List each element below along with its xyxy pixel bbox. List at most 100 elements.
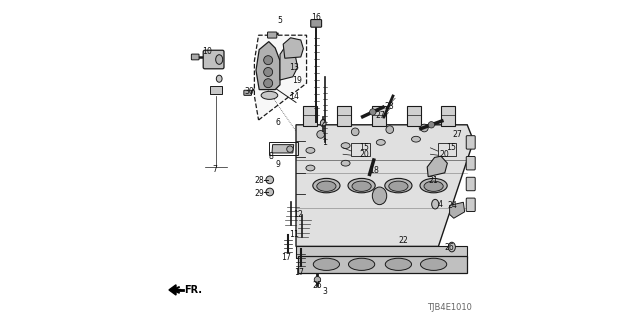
- Text: 4: 4: [438, 200, 442, 209]
- Text: 10: 10: [202, 47, 212, 56]
- Ellipse shape: [348, 179, 375, 193]
- Ellipse shape: [341, 143, 350, 148]
- FancyBboxPatch shape: [466, 136, 475, 149]
- FancyBboxPatch shape: [268, 32, 277, 38]
- Polygon shape: [169, 285, 176, 295]
- Text: 18: 18: [369, 166, 379, 175]
- Text: FR.: FR.: [184, 285, 202, 295]
- FancyBboxPatch shape: [303, 106, 317, 126]
- Ellipse shape: [321, 120, 326, 127]
- Text: 7: 7: [212, 165, 217, 174]
- FancyBboxPatch shape: [441, 106, 455, 126]
- Circle shape: [420, 124, 428, 132]
- Polygon shape: [210, 86, 223, 94]
- Text: 9: 9: [275, 160, 280, 169]
- Ellipse shape: [372, 187, 387, 205]
- FancyBboxPatch shape: [466, 198, 475, 212]
- Circle shape: [266, 176, 274, 184]
- Circle shape: [317, 131, 324, 138]
- Ellipse shape: [432, 199, 439, 209]
- Text: 13: 13: [289, 63, 300, 72]
- Text: 15: 15: [445, 143, 456, 152]
- Ellipse shape: [412, 136, 420, 142]
- Ellipse shape: [216, 55, 223, 64]
- Text: 27: 27: [375, 111, 385, 120]
- Text: 29: 29: [254, 189, 264, 198]
- FancyBboxPatch shape: [337, 106, 351, 126]
- Ellipse shape: [317, 181, 336, 191]
- Ellipse shape: [313, 179, 340, 193]
- Text: 1: 1: [323, 138, 327, 147]
- Circle shape: [264, 79, 273, 88]
- Ellipse shape: [352, 181, 371, 191]
- Text: 28: 28: [254, 176, 264, 185]
- FancyBboxPatch shape: [408, 106, 422, 126]
- Text: 6: 6: [276, 118, 281, 127]
- Text: 14: 14: [289, 92, 299, 100]
- Text: 8: 8: [269, 152, 274, 161]
- Text: 15: 15: [359, 143, 369, 152]
- Ellipse shape: [341, 160, 350, 166]
- Text: 20: 20: [439, 150, 449, 159]
- Polygon shape: [272, 145, 294, 153]
- FancyBboxPatch shape: [466, 177, 475, 191]
- Text: 26: 26: [445, 243, 454, 252]
- FancyBboxPatch shape: [204, 50, 224, 69]
- Polygon shape: [296, 246, 467, 258]
- Polygon shape: [298, 256, 467, 273]
- Text: 2: 2: [321, 119, 326, 128]
- Ellipse shape: [376, 140, 385, 145]
- Circle shape: [287, 146, 293, 152]
- Circle shape: [386, 126, 394, 133]
- Text: 3: 3: [323, 287, 327, 296]
- Polygon shape: [296, 125, 474, 246]
- Text: 27: 27: [452, 130, 463, 139]
- Polygon shape: [280, 45, 298, 80]
- Ellipse shape: [314, 258, 339, 270]
- Text: 17: 17: [282, 253, 291, 262]
- Text: 25: 25: [312, 281, 323, 290]
- Ellipse shape: [349, 258, 375, 270]
- Ellipse shape: [420, 179, 447, 193]
- Ellipse shape: [385, 179, 412, 193]
- Ellipse shape: [261, 92, 278, 100]
- Circle shape: [351, 128, 359, 136]
- FancyBboxPatch shape: [191, 54, 199, 60]
- Ellipse shape: [306, 165, 315, 171]
- Ellipse shape: [306, 148, 315, 153]
- Circle shape: [264, 56, 273, 65]
- Text: 24: 24: [448, 201, 458, 210]
- Ellipse shape: [388, 181, 408, 191]
- Polygon shape: [256, 42, 280, 90]
- Text: 11: 11: [289, 230, 299, 239]
- Polygon shape: [450, 202, 465, 218]
- Polygon shape: [283, 38, 303, 58]
- Polygon shape: [254, 35, 307, 120]
- Text: 22: 22: [398, 236, 408, 245]
- Text: 21: 21: [429, 176, 438, 185]
- Text: 17: 17: [294, 268, 304, 277]
- FancyBboxPatch shape: [244, 90, 252, 95]
- Text: 20: 20: [359, 150, 369, 159]
- Text: 19: 19: [292, 76, 302, 85]
- FancyBboxPatch shape: [311, 20, 322, 27]
- Text: 16: 16: [311, 13, 321, 22]
- Circle shape: [314, 276, 321, 283]
- Text: 5: 5: [278, 16, 282, 25]
- Text: 30: 30: [244, 87, 254, 96]
- Ellipse shape: [216, 75, 222, 82]
- Ellipse shape: [385, 258, 412, 270]
- Text: 12: 12: [292, 210, 303, 219]
- Text: TJB4E1010: TJB4E1010: [427, 303, 472, 312]
- Circle shape: [370, 109, 376, 115]
- Ellipse shape: [424, 181, 444, 191]
- Text: 23: 23: [384, 102, 394, 111]
- Ellipse shape: [449, 242, 456, 252]
- Polygon shape: [428, 156, 447, 177]
- Ellipse shape: [420, 258, 447, 270]
- Circle shape: [428, 122, 435, 128]
- Circle shape: [264, 68, 273, 76]
- Circle shape: [266, 188, 274, 196]
- FancyBboxPatch shape: [466, 156, 475, 170]
- FancyBboxPatch shape: [372, 106, 387, 126]
